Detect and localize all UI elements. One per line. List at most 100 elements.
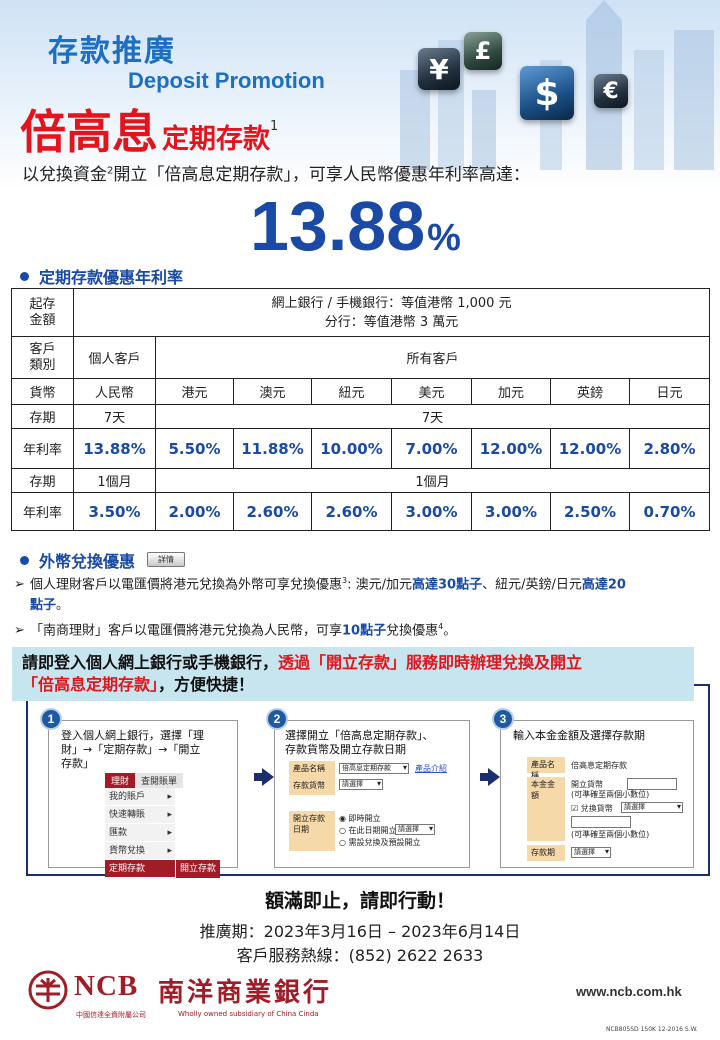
step-2-description: 選擇開立「倍高息定期存款」、 存款貨幣及開立存款日期: [285, 729, 434, 757]
term-cell: 7天: [73, 404, 156, 429]
product-select[interactable]: 倍高息定期存款: [339, 763, 409, 774]
table-row-term-7d: 存期 7天 7天: [11, 404, 711, 429]
menu-item[interactable]: 匯款: [105, 824, 175, 842]
row-label-rate: 年利率: [11, 428, 74, 469]
menu-item[interactable]: 快速轉賬: [105, 806, 175, 824]
menu-item[interactable]: 我的賬戶: [105, 788, 175, 806]
promotion-period: 推廣期：2023年3月16日 – 2023年6月14日: [199, 922, 521, 941]
website-link[interactable]: www.ncb.com.hk: [576, 984, 682, 999]
promo-title-en: Deposit Promotion: [128, 68, 325, 93]
yen-sign-icon: ¥: [418, 48, 460, 90]
menu-item-time-deposit[interactable]: 定期存款: [105, 860, 175, 878]
fx-offer-bullet-2: ➢ 「南商理財」客戶以電匯價將港元兌換為人民幣，可享10點子兌換優惠4。: [14, 616, 456, 641]
fx-amount-input[interactable]: [571, 816, 631, 828]
promo-title-cn: 存款推廣: [48, 34, 176, 69]
bullet-highlight: 高達30點子: [412, 577, 483, 593]
form-label-column: 產品名稱 存款貨幣: [289, 761, 335, 795]
fx-checkbox[interactable]: ☑ 兌換貨幣: [571, 804, 613, 813]
term-cell: 1個月: [154, 468, 711, 493]
step-number-badge: 1: [40, 708, 62, 730]
tab-statements[interactable]: 查閱賬單: [135, 773, 184, 788]
radio-label: 需設兌換及預設開立: [348, 838, 421, 847]
bullet-text: 。: [443, 623, 457, 639]
section-title-rates: 定期存款優惠年利率: [20, 264, 183, 288]
term-select[interactable]: 請選擇: [571, 847, 611, 858]
label-line: 類別: [29, 357, 56, 373]
amount-currency-label: 開立貨幣: [571, 780, 603, 789]
amount-hint: (可準確至兩個小數位): [571, 830, 650, 839]
product-info-link[interactable]: 產品介紹: [415, 764, 447, 773]
cta-text-highlight: 「倍高息定期存款」: [22, 675, 159, 694]
headline-rate-number: 13.88: [250, 187, 426, 265]
fx-currency-select[interactable]: 請選擇: [621, 802, 683, 813]
product-name-main: 倍高息: [20, 105, 158, 159]
term-cell: 1個月: [73, 468, 156, 493]
tab-wealth[interactable]: 理財: [105, 773, 136, 788]
step-number-badge: 2: [266, 708, 288, 730]
menu-item[interactable]: 貨幣兌換: [105, 842, 175, 860]
logo-text-en: NCB: [74, 970, 139, 1002]
date-select[interactable]: 請選擇: [395, 824, 435, 835]
radio-preset-open[interactable]: ○ 需設兌換及預設開立: [339, 838, 421, 847]
rate-cell: 3.50%: [73, 492, 156, 531]
menu-item-open-deposit[interactable]: 開立存款: [175, 860, 221, 878]
amount-hint: (可準確至兩個小數位): [571, 790, 650, 799]
menu-tabs: 理財 查閱賬單: [105, 773, 223, 788]
desc-line: 輸入本金金額及選擇存款期: [513, 729, 645, 742]
amount-input[interactable]: [627, 778, 677, 790]
cta-line-1: 請即登入個人網上銀行或手機銀行，透過「開立存款」服務即時辦理兌換及開立: [22, 652, 684, 674]
desc-line: 財」→「定期存款」→「開立: [61, 743, 201, 756]
subsidiary-note-cn: 中國信達全資附屬公司: [76, 1011, 146, 1019]
footnote-marker: 3: [342, 576, 348, 585]
fx-offer-bullet-1: ➢ 個人理財客戶以電匯價將港元兌換為外幣可享兌換優惠3: 澳元/加元高達30點子、…: [14, 570, 626, 616]
customer-personal: 個人客戶: [73, 336, 156, 379]
section-title-text: 定期存款優惠年利率: [39, 268, 184, 287]
row-label-term: 存期: [11, 404, 74, 429]
service-hotline: 客戶服務熱線：(852) 2622 2633: [236, 946, 484, 965]
rate-cell: 12.00%: [550, 428, 630, 469]
radio-open-now[interactable]: ◉ 即時開立: [339, 814, 381, 823]
bullet-text: 個人理財客戶以電匯價將港元兌換為外幣可享兌換優惠: [30, 577, 343, 593]
rate-cell: 2.80%: [628, 428, 711, 469]
currency-select[interactable]: 請選擇: [339, 779, 383, 790]
rate-table: 起存 金額 網上銀行 / 手機銀行：等值港幣 1,000 元 分行：等值港幣 3…: [11, 288, 711, 531]
table-row-rate-7d: 年利率 13.88% 5.50% 11.88% 10.00% 7.00% 12.…: [11, 428, 711, 469]
bullet-highlight: 點子: [30, 598, 57, 614]
details-button[interactable]: 詳情: [147, 552, 186, 567]
rate-cell: 11.88%: [233, 428, 312, 469]
rate-cell: 3.00%: [471, 492, 551, 531]
rate-cell: 7.00%: [391, 428, 472, 469]
intro-text: 以兌換資金2開立「倍高息定期存款」，可享人民幣優惠年利率高達：: [22, 160, 530, 185]
arrow-right-icon: [480, 768, 500, 786]
product-value: 倍高息定期存款: [571, 761, 627, 770]
currency-cell: 日元: [628, 378, 711, 405]
bullet-dot-icon: [20, 272, 29, 281]
bullet-dot-icon: [20, 556, 29, 565]
logo-text-cn: 南洋商業銀行: [158, 978, 333, 1008]
currency-cell: 紐元: [311, 378, 392, 405]
dollar-sign-icon: $: [520, 66, 574, 120]
customer-all: 所有客戶: [154, 336, 711, 379]
row-label-customer-type: 客戶 類別: [11, 336, 74, 379]
menu-item-group: 定期存款 開立存款: [105, 860, 223, 878]
hero-banner: 存款推廣 Deposit Promotion ¥ £ $ € 倍高息 定期存款1: [0, 0, 720, 190]
euro-sign-icon: €: [594, 74, 628, 108]
rate-cell: 5.50%: [155, 428, 234, 469]
radio-label: 在此日期開立: [348, 826, 397, 835]
form-label: 本金金額: [527, 777, 565, 841]
form-label: 存款期: [527, 845, 565, 861]
bullet-highlight: 高達20: [581, 577, 626, 593]
bullet-text: 「南商理財」客戶以電匯價將港元兌換為人民幣，可享: [30, 623, 343, 639]
step-2-form-mock: 產品名稱 存款貨幣 倍高息定期存款 產品介紹 請選擇 開立存款日期 ◉ 即時開立…: [289, 761, 459, 861]
rate-cell: 2.60%: [233, 492, 312, 531]
cta-line-2: 「倍高息定期存款」，方便快捷！: [22, 674, 684, 696]
print-code: NCB805SD 150K 12-2016 S.W.: [606, 1026, 698, 1033]
row-label-rate: 年利率: [11, 492, 74, 531]
step-2-card: 選擇開立「倍高息定期存款」、 存款貨幣及開立存款日期 產品名稱 存款貨幣 倍高息…: [274, 720, 470, 868]
rate-cell: 2.60%: [311, 492, 392, 531]
radio-open-on-date[interactable]: ○ 在此日期開立: [339, 826, 397, 835]
step-1-description: 登入個人網上銀行，選擇「理 財」→「定期存款」→「開立 存款」: [61, 729, 204, 771]
form-label: 產品名稱: [293, 764, 325, 773]
table-row-customer-type: 客戶 類別 個人客戶 所有客戶: [11, 336, 711, 379]
desc-line: 存款」: [61, 757, 94, 770]
